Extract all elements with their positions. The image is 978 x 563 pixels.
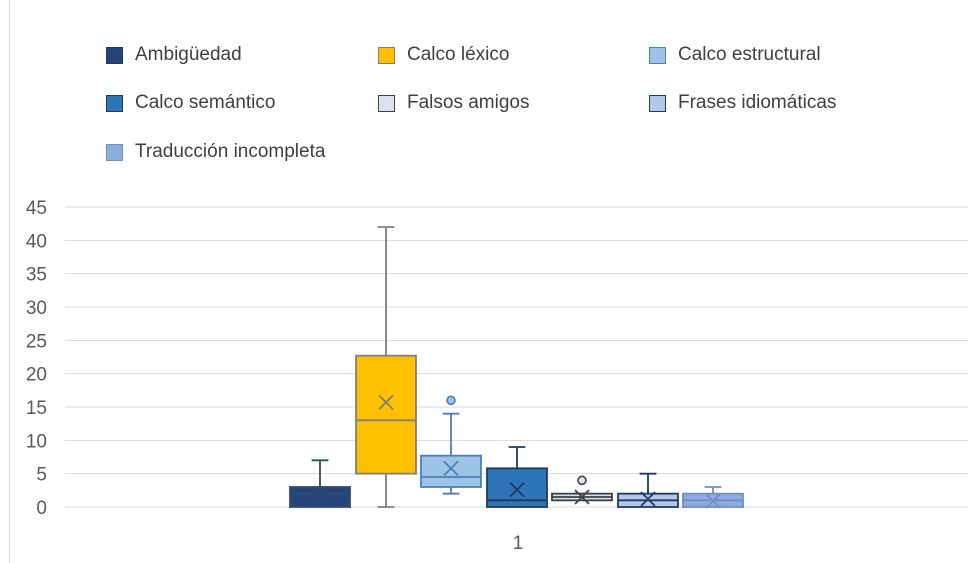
legend-item-calco-semantico: Calco semántico: [106, 92, 275, 114]
y-tick-label: 40: [26, 231, 47, 252]
y-tick-label: 25: [26, 331, 47, 352]
y-tick-label: 5: [36, 465, 47, 486]
legend-swatch: [378, 94, 395, 112]
outlier-point: [577, 475, 587, 486]
mean-marker: [640, 491, 656, 507]
y-tick-label: 10: [26, 431, 47, 452]
mean-marker: [509, 482, 525, 498]
mean-marker: [443, 460, 459, 476]
legend-item-ambiguedad: Ambigüedad: [106, 44, 242, 66]
boxes: [289, 226, 744, 509]
chart-frame: [9, 0, 978, 563]
legend-item-calco-estructural: Calco estructural: [649, 44, 821, 66]
legend-swatch: [106, 143, 123, 161]
box-ambiguedad: [289, 459, 351, 508]
y-axis: 0 5 10 15 20 25 30 35 40 45: [26, 198, 47, 519]
mean-marker: [574, 489, 590, 505]
legend-swatch: [106, 46, 123, 64]
box-traduccion-incompleta: [682, 486, 744, 509]
legend-label: Frases idiomáticas: [678, 92, 837, 113]
y-tick-label: 20: [26, 365, 47, 386]
x-tick-label: 1: [513, 533, 524, 554]
y-tick-label: 30: [26, 298, 47, 319]
y-tick-label: 0: [36, 498, 47, 519]
legend-swatch: [106, 94, 123, 112]
box-falsos-amigos: [551, 475, 613, 505]
y-tick-label: 45: [26, 198, 47, 219]
legend-label: Traducción incompleta: [135, 141, 326, 162]
box-calco-estructural: [420, 395, 482, 495]
legend-item-falsos-amigos: Falsos amigos: [378, 92, 530, 114]
legend-label: Calco estructural: [678, 44, 821, 65]
legend-label: Calco léxico: [407, 44, 510, 65]
legend-swatch: [649, 94, 666, 112]
box-frases-idiomaticas: [617, 472, 679, 508]
box-calco-semantico: [486, 446, 548, 508]
box-iqr: [289, 486, 351, 508]
legend-item-frases-idiomaticas: Frases idiomáticas: [649, 92, 836, 114]
legend-label: Ambigüedad: [135, 44, 242, 65]
legend-item-calco-lexico: Calco léxico: [378, 44, 509, 66]
box-iqr: [420, 454, 482, 488]
legend-label: Falsos amigos: [407, 92, 530, 113]
legend: Ambigüedad Calco léxico Calco estructura…: [0, 0, 978, 180]
y-tick-label: 35: [26, 265, 47, 286]
x-axis: 1: [513, 533, 524, 554]
legend-swatch: [378, 46, 395, 64]
legend-swatch: [649, 46, 666, 64]
mean-marker: [378, 394, 394, 410]
legend-item-traduccion-incompleta: Traducción incompleta: [106, 141, 325, 163]
box-calco-lexico: [355, 226, 417, 508]
mean-marker: [705, 493, 721, 509]
outlier-point: [446, 395, 456, 406]
box-iqr: [355, 354, 417, 475]
legend-label: Calco semántico: [135, 92, 276, 113]
mean-marker: [312, 486, 328, 502]
y-tick-label: 15: [26, 398, 47, 419]
